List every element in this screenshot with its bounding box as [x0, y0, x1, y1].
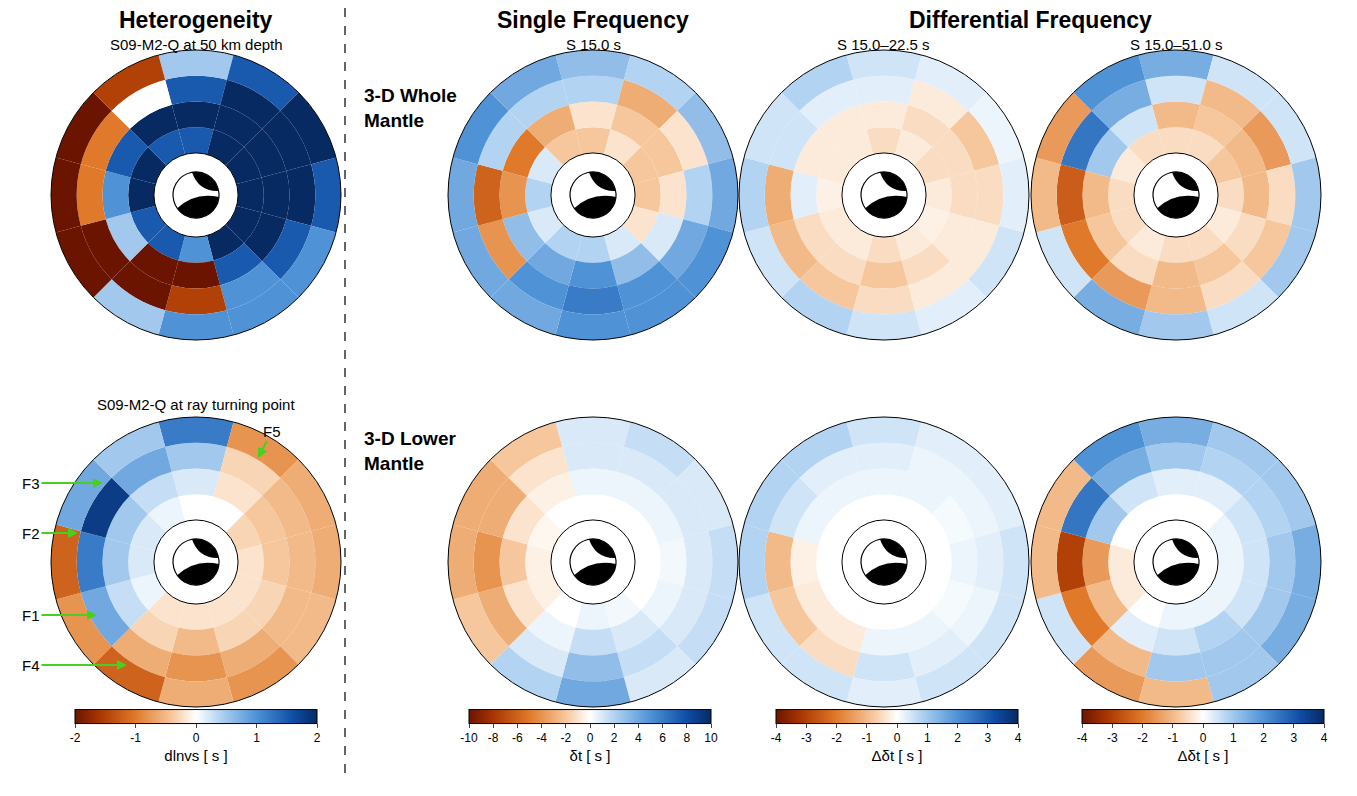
svg-text:dlnvs [ s ]: dlnvs [ s ]	[164, 747, 227, 764]
svg-text:-2: -2	[831, 731, 842, 745]
svg-text:3-D LowerMantle: 3-D LowerMantle	[364, 428, 456, 474]
svg-text:-2: -2	[70, 731, 81, 745]
svg-text:0: 0	[587, 731, 594, 745]
svg-text:-4: -4	[536, 731, 547, 745]
svg-text:-1: -1	[1167, 731, 1178, 745]
svg-text:-2: -2	[560, 731, 571, 745]
svg-text:3: 3	[1290, 731, 1297, 745]
svg-text:Differential Frequency: Differential Frequency	[909, 7, 1152, 33]
svg-text:F5: F5	[263, 423, 281, 440]
svg-text:S09-M2-Q at 50 km depth: S09-M2-Q at 50 km depth	[110, 36, 283, 53]
svg-text:S 15.0 s: S 15.0 s	[566, 36, 621, 53]
svg-text:3: 3	[984, 731, 991, 745]
svg-text:-4: -4	[771, 731, 782, 745]
svg-text:3-D WholeMantle: 3-D WholeMantle	[364, 85, 457, 131]
svg-text:Single Frequency: Single Frequency	[497, 7, 689, 33]
svg-text:-4: -4	[1077, 731, 1088, 745]
svg-text:1: 1	[253, 731, 260, 745]
svg-text:-10: -10	[460, 731, 478, 745]
svg-text:0: 0	[1200, 731, 1207, 745]
svg-text:2: 2	[611, 731, 618, 745]
svg-text:F4: F4	[22, 657, 40, 674]
svg-text:F2: F2	[22, 525, 40, 542]
svg-text:-3: -3	[801, 731, 812, 745]
svg-text:1: 1	[1230, 731, 1237, 745]
svg-text:0: 0	[894, 731, 901, 745]
svg-text:0: 0	[193, 731, 200, 745]
svg-text:δt [ s ]: δt [ s ]	[570, 747, 611, 764]
svg-text:6: 6	[659, 731, 666, 745]
svg-text:4: 4	[635, 731, 642, 745]
svg-text:4: 4	[1321, 731, 1328, 745]
svg-text:-1: -1	[130, 731, 141, 745]
svg-text:2: 2	[314, 731, 321, 745]
svg-text:-2: -2	[1137, 731, 1148, 745]
svg-text:F3: F3	[22, 475, 40, 492]
svg-text:2: 2	[1260, 731, 1267, 745]
svg-text:Δδt [ s ]: Δδt [ s ]	[872, 747, 923, 764]
svg-text:F1: F1	[22, 607, 40, 624]
svg-text:Δδt [ s ]: Δδt [ s ]	[1178, 747, 1229, 764]
svg-text:8: 8	[683, 731, 690, 745]
svg-text:Heterogeneity: Heterogeneity	[119, 7, 273, 33]
svg-text:10: 10	[704, 731, 718, 745]
svg-text:1: 1	[924, 731, 931, 745]
svg-text:4: 4	[1015, 731, 1022, 745]
svg-text:2: 2	[954, 731, 961, 745]
svg-text:-3: -3	[1107, 731, 1118, 745]
svg-text:S09-M2-Q at ray turning point: S09-M2-Q at ray turning point	[97, 396, 295, 413]
svg-text:-1: -1	[861, 731, 872, 745]
svg-text:S 15.0–51.0 s: S 15.0–51.0 s	[1130, 36, 1223, 53]
svg-text:-8: -8	[488, 731, 499, 745]
svg-text:S 15.0–22.5 s: S 15.0–22.5 s	[837, 36, 930, 53]
svg-text:-6: -6	[512, 731, 523, 745]
